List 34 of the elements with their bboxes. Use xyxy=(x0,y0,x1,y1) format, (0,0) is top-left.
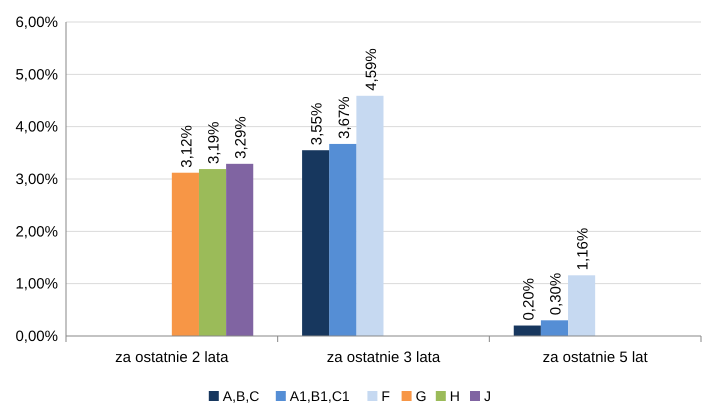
bar xyxy=(198,169,226,336)
bar xyxy=(329,144,356,336)
x-tick-label: za ostatnie 5 lat xyxy=(542,349,649,366)
data-label: 3,19% xyxy=(206,122,223,164)
legend-label: J xyxy=(484,388,491,404)
legend-label: A1,B1,C1 xyxy=(290,388,350,404)
bar xyxy=(172,172,199,336)
data-label: 0,30% xyxy=(547,272,564,316)
data-label: 0,20% xyxy=(520,278,538,321)
data-label: 3,55% xyxy=(308,102,326,146)
x-tick-label: za ostatnie 3 lata xyxy=(326,349,441,366)
bar xyxy=(540,320,568,336)
bar xyxy=(568,275,596,336)
data-label: 3,12% xyxy=(178,125,196,168)
x-tick-label: za ostatnie 2 lata xyxy=(115,349,230,366)
y-tick-label: 1,00% xyxy=(15,276,58,293)
y-tick-label: 0,00% xyxy=(15,328,58,345)
y-tick-label: 4,00% xyxy=(15,118,58,136)
bar xyxy=(302,150,330,336)
legend-label: H xyxy=(450,388,460,404)
bar xyxy=(226,164,254,336)
legend-label: A,B,C xyxy=(222,388,260,404)
bar xyxy=(356,96,384,336)
y-tick-label: 6,00% xyxy=(15,14,58,31)
legend-label: F xyxy=(381,388,390,404)
data-label: 3,29% xyxy=(232,116,250,159)
legend-label: G xyxy=(416,388,426,404)
data-label: 3,67% xyxy=(336,96,353,139)
y-tick-label: 2,00% xyxy=(15,223,58,240)
bar xyxy=(514,326,541,336)
y-tick-label: 3,00% xyxy=(15,171,58,188)
y-tick-label: 5,00% xyxy=(15,66,58,84)
data-label: 1,16% xyxy=(574,228,592,270)
data-label: 4,59% xyxy=(362,48,380,91)
